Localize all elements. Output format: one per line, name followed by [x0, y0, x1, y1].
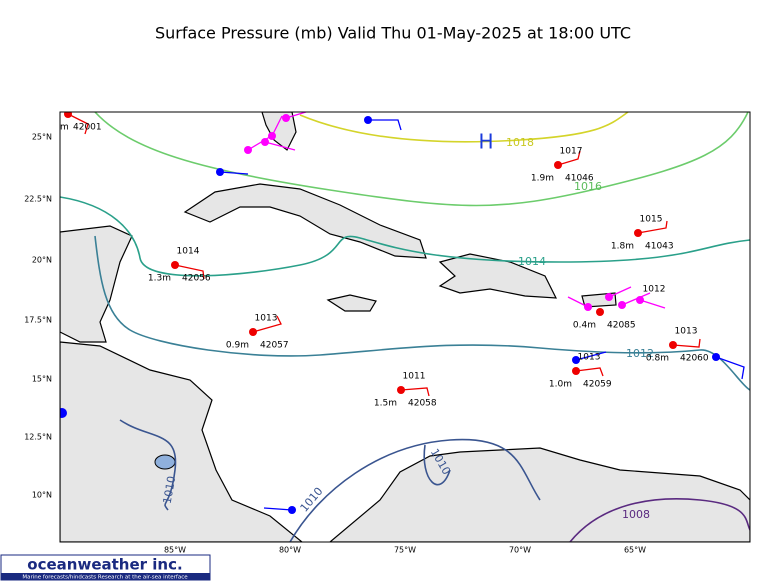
wave-height: 1.5m [374, 399, 397, 409]
station-pressure: 1017 [560, 147, 583, 157]
wave-height: 1.0m [549, 380, 572, 390]
wave-height: m [60, 123, 69, 133]
station-id: 42085 [607, 321, 636, 331]
isobar-label: 1018 [506, 136, 534, 149]
station-pressure: 1012 [643, 285, 666, 295]
wave-height: 0.8m [646, 354, 669, 364]
isobar-label: 1012 [626, 347, 654, 360]
lat-label: 22.5°N [24, 195, 52, 204]
lon-label: 75°W [394, 546, 416, 555]
latitude-labels: 25°N 22.5°N 20°N 17.5°N 15°N 12.5°N 10°N [24, 133, 52, 500]
station-pressure: 1014 [177, 247, 200, 257]
station-id: 41043 [645, 242, 674, 252]
station-id: 41046 [565, 174, 594, 184]
lat-label: 20°N [32, 256, 52, 265]
isobar [289, 438, 541, 542]
map-frame [59, 111, 751, 543]
longitude-labels: 85°W 80°W 75°W 70°W 65°W [164, 546, 646, 555]
wave-height: 1.8m [611, 242, 634, 252]
lon-label: 80°W [279, 546, 301, 555]
lat-label: 12.5°N [24, 433, 52, 442]
lat-label: 10°N [32, 491, 52, 500]
isobar-label: 1014 [518, 255, 546, 268]
isobar [423, 444, 451, 486]
jamaica [326, 294, 377, 312]
logo-name: oceanweather inc. [27, 556, 182, 574]
isobar-label: 1008 [622, 508, 650, 521]
isobar [94, 235, 750, 391]
lat-label: 25°N [32, 133, 52, 142]
station-id: 42060 [680, 354, 709, 364]
station-id: 42056 [182, 274, 211, 284]
logo: oceanweather inc. Marine forecasts/hindc… [0, 554, 211, 581]
wave-height: 0.9m [226, 341, 249, 351]
lat-label: 17.5°N [24, 316, 52, 325]
station-id: 42059 [583, 380, 612, 390]
isobar [60, 196, 750, 277]
lon-label: 70°W [509, 546, 531, 555]
logo-band [1, 573, 210, 580]
high-pressure-marker: H [478, 130, 493, 154]
station-pressure: 1013 [255, 314, 278, 324]
isobar [569, 498, 750, 542]
wave-height: 0.4m [573, 321, 596, 331]
central-america [60, 341, 303, 542]
lake-nicaragua [154, 454, 176, 470]
map-area: 1018 1016 1014 1012 1010 1010 1010 1008 … [60, 112, 750, 542]
yucatan [60, 225, 133, 343]
wave-height: 1.3m [148, 274, 171, 284]
station-id: 42001 [73, 123, 102, 133]
isobar-label: 1016 [574, 180, 602, 193]
lon-label: 85°W [164, 546, 186, 555]
wave-height: 1.9m [531, 174, 554, 184]
station-pressure: 1015 [640, 215, 663, 225]
map-title: Surface Pressure (mb) Valid Thu 01-May-2… [155, 24, 631, 43]
station-pressure: 1013 [675, 327, 698, 337]
station-id: 42058 [408, 399, 437, 409]
station-dots [60, 112, 720, 514]
isobar [94, 112, 749, 207]
lat-label: 15°N [32, 375, 52, 384]
isobar [119, 419, 177, 511]
station-pressure: 1011 [403, 372, 426, 382]
isobar [299, 112, 629, 143]
south-america [329, 447, 750, 542]
station-id: 42057 [260, 341, 289, 351]
lon-label: 65°W [624, 546, 646, 555]
wind-barbs [67, 112, 745, 511]
station-pressure: 1013 [578, 353, 601, 363]
logo-tagline: Marine forecasts/hindcasts Research at t… [22, 575, 188, 581]
isobar-label: 1010 [161, 475, 179, 505]
station-labels: 1017 1.9m 41046 1015 1.8m 41043 1014 1.3m 42056 1… [148, 147, 709, 409]
hispaniola [438, 253, 558, 299]
